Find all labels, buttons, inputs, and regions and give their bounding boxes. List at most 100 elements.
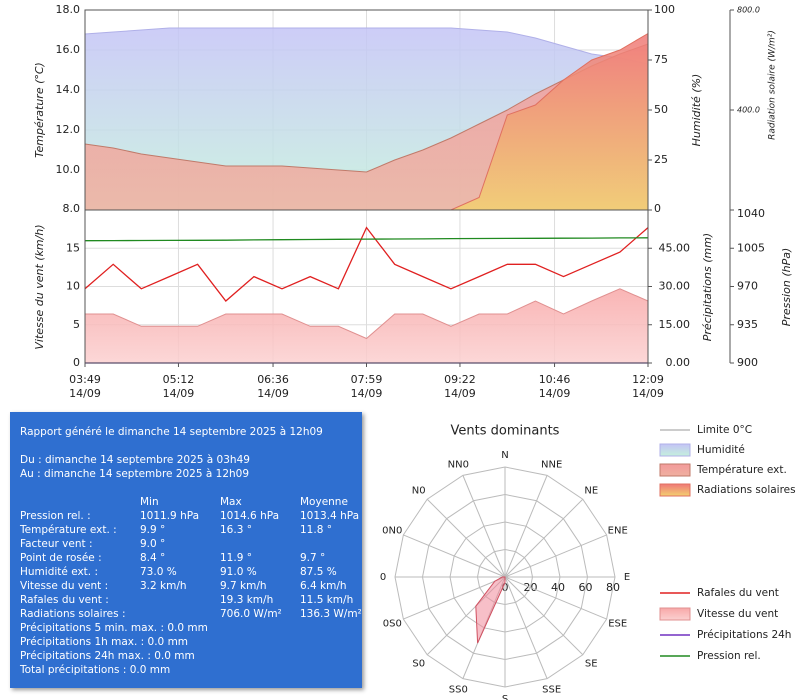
report-min: 8.4 °: [140, 552, 166, 564]
wind-polygon: [475, 576, 506, 644]
report-avg: 9.7 °: [300, 552, 326, 564]
report-label: Humidité ext. :: [20, 566, 99, 578]
direction-label: N0: [412, 486, 426, 497]
series-line: [84, 43, 649, 173]
report-label: Vitesse du vent :: [20, 580, 109, 592]
y3-tick-label: 900: [737, 356, 758, 369]
area-fill: [85, 33, 648, 210]
direction-label: 0N0: [382, 525, 402, 536]
legend-label: Humidité: [697, 444, 745, 456]
x-tick-label: 12:09: [632, 373, 664, 386]
legend-label: Radiations solaires: [697, 484, 796, 496]
x-tick-date: 14/09: [163, 387, 195, 400]
x-tick-date: 14/09: [632, 387, 664, 400]
report-label: Radiations solaires :: [20, 608, 126, 620]
legend-label: Précipitations 24h: [697, 629, 791, 641]
legend-swatch: [659, 483, 691, 497]
y-tick-label: 8.0: [63, 202, 81, 215]
report-max: 706.0 W/m²: [220, 608, 282, 620]
y3-tick-label: 1005: [737, 241, 765, 254]
report-label: Facteur vent :: [20, 538, 93, 550]
report-max: 1014.6 hPa: [220, 510, 280, 522]
legend-label: Limite 0°C: [697, 424, 752, 436]
y2-tick-label: 75: [654, 53, 668, 66]
area-fill: [85, 288, 648, 363]
direction-label: NE: [584, 486, 598, 497]
spoke: [403, 534, 506, 578]
y3-tick-label: 1040: [737, 207, 765, 220]
axis-title: Vitesse du vent (km/h): [33, 224, 46, 349]
direction-label: S0: [412, 658, 425, 669]
legend-label: Température ext.: [696, 464, 787, 476]
y-tick-label: 10: [66, 280, 80, 293]
y3-tick-label: 800.0: [737, 6, 760, 15]
series-line: [84, 226, 649, 302]
report-to: Au : dimanche 14 septembre 2025 à 12h09: [20, 468, 250, 480]
x-tick-label: 03:49: [69, 373, 101, 386]
legend-label: Vitesse du vent: [697, 608, 778, 620]
spoke: [426, 498, 506, 578]
plot-frame: [84, 209, 649, 364]
r-tick-label: 80: [606, 581, 620, 594]
report-min: 73.0 %: [140, 566, 177, 578]
y-tick-label: 14.0: [56, 83, 81, 96]
direction-label: ENE: [608, 525, 628, 536]
series-line: [85, 288, 649, 340]
y2-tick-label: 45.00: [659, 241, 691, 254]
report-label: Température ext. :: [20, 524, 117, 536]
report-line: Précipitations 24h max. : 0.0 mm: [20, 650, 195, 662]
legend-swatch: [659, 443, 691, 457]
y-tick-label: 10.0: [56, 163, 81, 176]
report-label: Point de rosée :: [20, 552, 102, 564]
report-line: Précipitations 1h max. : 0.0 mm: [20, 636, 189, 648]
y3-tick-label: 935: [737, 318, 758, 331]
spoke: [504, 498, 584, 578]
spoke: [504, 576, 548, 679]
axis-title: Pression (hPa): [780, 248, 793, 327]
y2-tick-label: 25: [654, 153, 668, 166]
report-min: 9.9 °: [140, 524, 166, 536]
report-avg: 11.5 km/h: [300, 594, 354, 606]
direction-label: NNE: [541, 459, 562, 470]
x-tick-date: 14/09: [351, 387, 383, 400]
direction-label: ESE: [608, 619, 627, 630]
report-generated: Rapport généré le dimanche 14 septembre …: [20, 426, 323, 438]
y3-tick-label: 400.0: [737, 106, 760, 115]
report-max: 19.3 km/h: [220, 594, 274, 606]
report-label: Pression rel. :: [20, 510, 91, 522]
spoke: [504, 576, 584, 656]
axis-title: Radiation solaire (W/m²): [768, 30, 778, 140]
x-tick-date: 14/09: [257, 387, 289, 400]
direction-label: E: [624, 572, 630, 583]
spoke: [504, 576, 607, 620]
legend-label: Rafales du vent: [697, 587, 779, 599]
report-panel: Rapport généré le dimanche 14 septembre …: [10, 412, 362, 688]
report-max: 16.3 °: [220, 524, 252, 536]
axis-title: Température (°C): [33, 62, 46, 158]
direction-label: NN0: [448, 459, 469, 470]
direction-label: 0: [380, 572, 386, 583]
axis-title: Précipitations (mm): [701, 233, 714, 341]
report-header: Moyenne: [300, 496, 348, 508]
axis-title: Humidité (%): [690, 74, 703, 147]
report-min: 3.2 km/h: [140, 580, 187, 592]
y-tick-label: 18.0: [56, 3, 81, 16]
legend-swatch: [659, 607, 691, 621]
spoke: [504, 534, 607, 578]
y-tick-label: 0: [73, 356, 80, 369]
y-tick-label: 16.0: [56, 43, 81, 56]
x-tick-label: 10:46: [539, 373, 571, 386]
report-max: 9.7 km/h: [220, 580, 267, 592]
report-avg: 1013.4 hPa: [300, 510, 360, 522]
y2-tick-label: 100: [654, 3, 675, 16]
r-tick-label: 40: [551, 581, 565, 594]
report-line: Total précipitations : 0.0 mm: [20, 664, 171, 676]
y3-tick-label: 970: [737, 280, 758, 293]
x-tick-label: 06:36: [257, 373, 289, 386]
x-tick-label: 07:59: [351, 373, 383, 386]
direction-label: SSE: [542, 685, 561, 696]
report-avg: 87.5 %: [300, 566, 337, 578]
spoke: [504, 475, 548, 578]
spoke: [462, 475, 506, 578]
series-line: [84, 237, 649, 242]
